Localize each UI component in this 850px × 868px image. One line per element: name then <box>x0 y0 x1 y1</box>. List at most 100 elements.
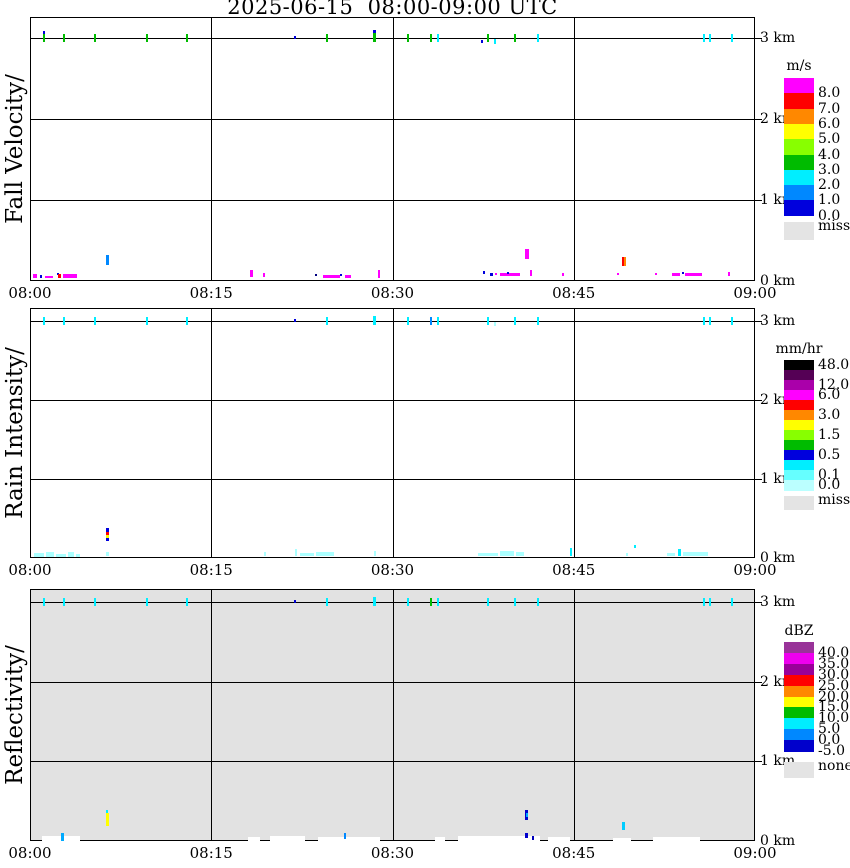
data-mark <box>63 598 65 606</box>
x-tick-label: 08:45 <box>552 844 596 862</box>
legend-band-label: 20.0 <box>818 688 850 705</box>
legend-band-label: 0.1 <box>818 467 841 483</box>
x-tick-label: 08:45 <box>552 561 596 579</box>
data-mark <box>500 273 520 276</box>
x-tick-label: 08:30 <box>370 561 415 579</box>
km-tick <box>755 761 762 763</box>
data-mark <box>43 34 45 42</box>
gridline-horizontal <box>30 479 755 480</box>
data-mark <box>653 837 700 841</box>
data-mark <box>678 549 681 556</box>
data-mark <box>672 273 680 276</box>
data-mark <box>106 813 109 826</box>
x-tick-label: 08:30 <box>370 844 415 862</box>
legend-band-label: 0.0 <box>818 732 841 749</box>
legend-band-label: 3.0 <box>818 407 841 423</box>
data-mark <box>186 598 188 606</box>
data-mark <box>500 551 514 556</box>
legend-band <box>784 390 814 401</box>
data-mark <box>56 554 66 557</box>
legend-band-label: 40.0 <box>818 644 850 661</box>
gridline-vertical <box>392 308 394 558</box>
legend-missing-label: miss <box>818 492 850 508</box>
x-tick-label: 08:30 <box>370 284 415 302</box>
legend-band <box>784 123 814 140</box>
data-mark <box>458 836 540 841</box>
data-mark <box>318 837 380 841</box>
data-mark <box>407 598 409 606</box>
km-tick-label: 3 km <box>760 30 796 46</box>
legend-band-label: 15.0 <box>818 699 850 716</box>
data-mark <box>494 39 496 44</box>
x-tick-label: 08:15 <box>189 561 233 579</box>
legend-band <box>784 93 814 110</box>
data-mark <box>344 833 346 839</box>
data-mark <box>263 273 265 277</box>
data-mark <box>106 535 109 538</box>
data-mark <box>634 545 636 548</box>
legend-band-label: -5.0 <box>818 743 845 759</box>
legend-band <box>784 740 814 752</box>
data-mark <box>682 272 684 274</box>
legend-band <box>784 652 814 665</box>
gridline-horizontal <box>30 321 755 322</box>
legend-band-label: 48.0 <box>818 357 850 373</box>
data-mark <box>626 553 628 556</box>
km-tick <box>755 321 762 322</box>
data-mark <box>494 322 496 326</box>
data-mark <box>407 34 409 42</box>
gridline-vertical <box>392 589 394 841</box>
legend-title: dBZ <box>784 623 814 639</box>
data-mark <box>537 317 539 325</box>
data-mark <box>94 34 96 42</box>
legend-band <box>784 460 814 471</box>
data-mark <box>703 317 705 325</box>
km-tick-label: 0 km <box>760 550 796 566</box>
legend-band <box>784 674 814 687</box>
gridline-horizontal <box>30 38 755 39</box>
legend-band <box>784 410 814 421</box>
data-mark <box>437 317 439 325</box>
legend-band <box>784 440 814 451</box>
data-mark <box>481 40 483 43</box>
data-mark <box>373 30 376 33</box>
gridline-horizontal <box>30 400 755 401</box>
legend-band-label: 7.0 <box>818 100 841 117</box>
legend-band <box>784 480 814 491</box>
data-mark <box>315 274 317 276</box>
legend-band-label: 5.0 <box>818 721 841 738</box>
data-mark <box>525 249 529 259</box>
data-mark <box>106 810 108 813</box>
x-tick-label: 09:00 <box>733 284 777 302</box>
data-mark <box>63 34 65 42</box>
gridline-vertical <box>211 308 213 558</box>
legend-band-label: 3.0 <box>818 161 841 178</box>
data-mark <box>622 822 625 830</box>
data-mark <box>106 538 109 541</box>
data-mark <box>43 31 45 34</box>
gridline-vertical <box>392 17 394 281</box>
data-mark <box>667 553 675 556</box>
legend-band <box>784 718 814 730</box>
data-mark <box>106 552 109 556</box>
data-mark <box>345 275 351 278</box>
legend-title: mm/hr <box>775 341 823 357</box>
legend-band <box>784 169 814 186</box>
data-mark <box>294 319 296 322</box>
data-mark <box>548 837 570 841</box>
data-mark <box>430 34 432 42</box>
legend-band <box>784 400 814 411</box>
data-mark <box>250 270 253 277</box>
data-mark <box>537 598 539 606</box>
km-tick <box>755 38 762 39</box>
data-mark <box>326 598 328 606</box>
legend-band <box>784 108 814 125</box>
gridline-vertical <box>573 589 575 841</box>
gridline-vertical <box>211 17 213 281</box>
gridline-vertical <box>573 308 575 558</box>
data-mark <box>43 317 45 325</box>
data-mark <box>516 552 524 556</box>
data-mark <box>374 551 376 556</box>
